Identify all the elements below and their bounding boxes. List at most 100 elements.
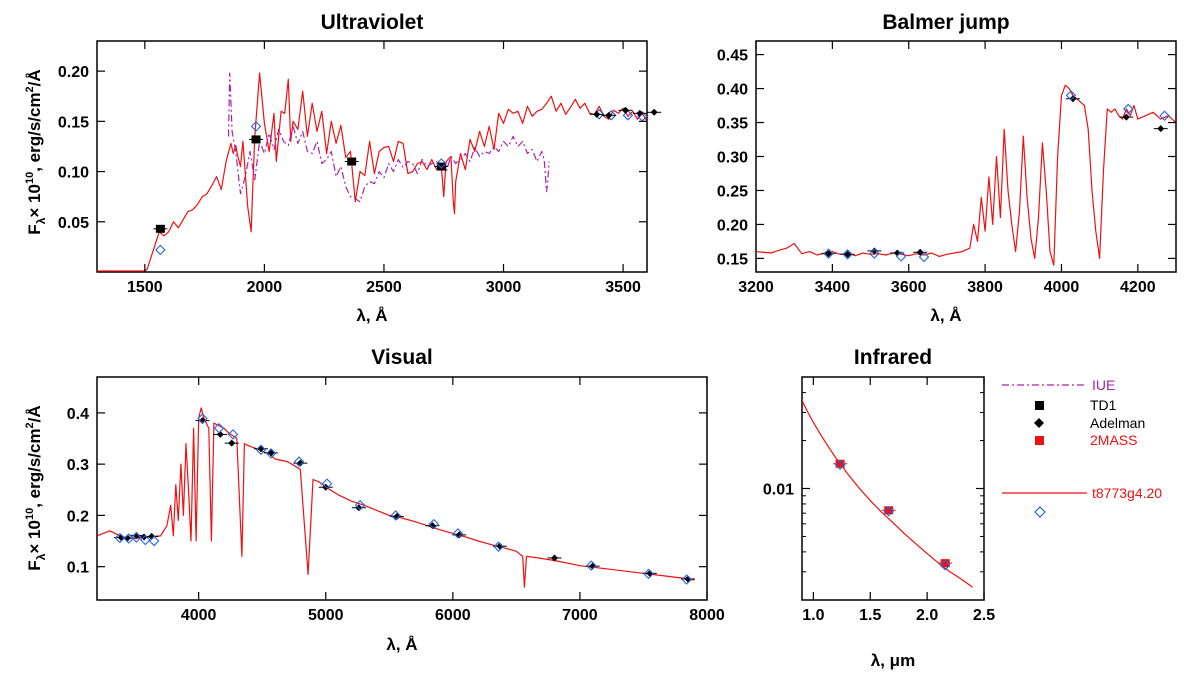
ultraviolet-y-axis-label: Fλ× 1010, erg/s/cm2/Å bbox=[24, 69, 48, 234]
visual-x-tick-label: 4000 bbox=[181, 607, 217, 624]
uv-x-tick-label: 3000 bbox=[486, 279, 522, 296]
uv-x-tick-label: 2500 bbox=[366, 279, 402, 296]
balmer-x-tick-label: 4000 bbox=[1044, 279, 1080, 296]
balmer-series-t8773g4-20-line bbox=[756, 84, 1176, 266]
balmer-x-tick-label: 3600 bbox=[891, 279, 927, 296]
balmer-x-tick-label: 3400 bbox=[815, 279, 851, 296]
balmer-point-model bbox=[918, 251, 930, 263]
infrared-series-t8773g4-20-line bbox=[802, 400, 973, 588]
balmer-y-tick-label: 0.25 bbox=[717, 183, 748, 200]
visual-point-model bbox=[390, 510, 401, 521]
uv-x-tick-label: 3500 bbox=[605, 279, 641, 296]
balmer-y-tick-label: 0.15 bbox=[717, 251, 748, 268]
visual-point-model bbox=[643, 568, 654, 580]
ultraviolet-title: Ultraviolet bbox=[321, 11, 424, 34]
visual-series-t8773g4-20-line bbox=[97, 407, 695, 588]
visual-marks bbox=[97, 407, 695, 588]
legend-td1-marker bbox=[1035, 401, 1044, 410]
visual-x-tick-label: 7000 bbox=[562, 607, 598, 624]
uv-series-t8773g4-20-line bbox=[97, 72, 647, 272]
uv-y-tick-label: 0.15 bbox=[58, 114, 89, 131]
legend-model-label: t8773g4.20 bbox=[1092, 485, 1162, 501]
infrared-y-tick-label: 0.01 bbox=[763, 482, 794, 499]
visual-point-model bbox=[148, 535, 160, 547]
visual-y-tick-label: 0.1 bbox=[67, 560, 89, 577]
panel-visual: Visual 4000 5000 6000 7000 80000.10.20.30.4 … bbox=[67, 346, 725, 654]
visual-point-model bbox=[354, 499, 366, 511]
visual-point-model bbox=[681, 574, 692, 585]
balmer-jump-ticks: 3200 3400 3600 3800 4000 4200 0.15 0.20 0.25 0.30… bbox=[717, 41, 1176, 296]
balmer-y-tick-label: 0.40 bbox=[717, 82, 748, 99]
balmer-jump-plot-frame bbox=[755, 40, 1177, 273]
legend-adelman-label: Adelman bbox=[1090, 415, 1145, 431]
legend-model-diamond-marker bbox=[1034, 506, 1046, 518]
uv-y-tick-label: 0.05 bbox=[58, 215, 89, 232]
balmer-y-tick-label: 0.20 bbox=[717, 217, 748, 234]
balmer-x-tick-label: 3200 bbox=[738, 279, 774, 296]
infrared-x-tick-label: 2.5 bbox=[973, 607, 995, 624]
legend-2mass-marker bbox=[1035, 436, 1044, 445]
visual-ticks: 4000 5000 6000 7000 8000 0.1 0.2 0.3 0.4 bbox=[67, 377, 725, 624]
visual-plot-frame bbox=[96, 376, 708, 601]
visual-point-model bbox=[227, 429, 239, 440]
uv-point-model bbox=[436, 158, 447, 169]
balmer-jump-title: Balmer jump bbox=[882, 11, 1009, 34]
uv-point-model bbox=[155, 244, 166, 256]
balmer-jump-x-axis-label: λ, Å bbox=[930, 306, 961, 325]
visual-title: Visual bbox=[371, 346, 432, 369]
ultraviolet-plot-frame bbox=[96, 40, 648, 273]
visual-y-axis-label: Fλ× 1010, erg/s/cm2/Å bbox=[24, 405, 48, 570]
balmer-point-model bbox=[869, 248, 880, 259]
infrared-title: Infrared bbox=[854, 346, 932, 369]
balmer-jump-marks bbox=[756, 84, 1176, 266]
visual-x-tick-label: 8000 bbox=[689, 607, 725, 624]
uv-x-tick-label: 2000 bbox=[247, 279, 283, 296]
infrared-plot-frame bbox=[801, 376, 985, 601]
visual-point-model bbox=[452, 528, 464, 539]
balmer-point-model bbox=[823, 248, 834, 259]
visual-point-model bbox=[428, 518, 440, 530]
balmer-y-tick-label: 0.45 bbox=[717, 48, 748, 65]
uv-x-tick-label: 1500 bbox=[127, 279, 163, 296]
infrared-x-tick-label: 1.0 bbox=[802, 607, 824, 624]
visual-x-axis-label: λ, Å bbox=[386, 635, 417, 654]
visual-point-model bbox=[197, 413, 208, 424]
visual-point-model bbox=[131, 532, 142, 543]
uv-point-model bbox=[622, 110, 634, 121]
uv-y-tick-label: 0.20 bbox=[58, 64, 89, 81]
balmer-y-tick-label: 0.30 bbox=[717, 150, 748, 167]
balmer-x-tick-label: 3800 bbox=[967, 279, 1003, 296]
infrared-ticks: 1.0 1.5 2.0 2.5 0.01 bbox=[763, 377, 995, 624]
visual-point-model bbox=[586, 560, 597, 571]
panel-infrared: Infrared 1.0 1.5 2.0 2.5 0.01 λ, μm bbox=[763, 346, 995, 670]
balmer-y-tick-label: 0.35 bbox=[717, 116, 748, 133]
visual-x-tick-label: 6000 bbox=[435, 607, 471, 624]
infrared-x-tick-label: 2.0 bbox=[916, 607, 938, 624]
visual-point-model bbox=[293, 456, 305, 467]
infrared-point-model bbox=[883, 505, 894, 517]
visual-point-model bbox=[321, 478, 333, 489]
visual-point-model bbox=[213, 422, 225, 434]
visual-y-tick-label: 0.4 bbox=[67, 406, 89, 423]
visual-point-model bbox=[255, 444, 267, 456]
infrared-marks bbox=[802, 400, 973, 588]
ultraviolet-ticks: 1500 2000 2500 3000 3500 0.05 0.10 0.15 0.20 bbox=[58, 41, 647, 296]
legend-adelman-marker bbox=[1034, 418, 1044, 428]
uv-series-iue-line bbox=[227, 72, 550, 203]
balmer-point-model bbox=[1065, 90, 1077, 101]
visual-y-tick-label: 0.3 bbox=[67, 457, 89, 474]
visual-y-tick-label: 0.2 bbox=[67, 508, 89, 525]
infrared-point-model bbox=[939, 559, 951, 571]
infrared-x-tick-label: 1.5 bbox=[859, 607, 881, 624]
infrared-point-model bbox=[834, 459, 846, 471]
visual-point-model bbox=[265, 448, 277, 459]
balmer-x-tick-label: 4200 bbox=[1120, 279, 1156, 296]
uv-point-model bbox=[250, 121, 262, 132]
legend-2mass-label: 2MASS bbox=[1090, 432, 1137, 448]
balmer-point-model bbox=[895, 251, 907, 262]
balmer-point-model bbox=[1159, 110, 1170, 122]
visual-point-model bbox=[114, 532, 126, 544]
balmer-point-model bbox=[1122, 103, 1134, 115]
visual-point-model bbox=[140, 534, 151, 546]
